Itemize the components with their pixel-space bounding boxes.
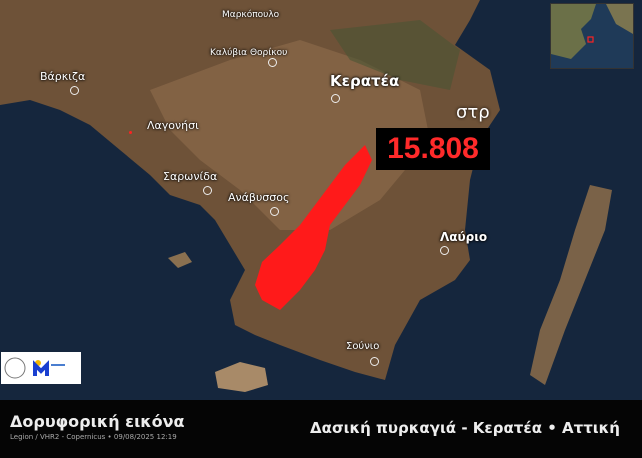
place-label-markopoulo: Μαρκόπουλο [222, 10, 280, 20]
university-seal-icon [4, 357, 26, 379]
locator-inset-map [550, 3, 634, 69]
place-marker-icon [331, 94, 340, 103]
place-marker-icon [268, 58, 277, 67]
footer-credit: Legion / VHR2 - Copernicus • 09/08/2025 … [10, 433, 177, 441]
footer-bar: Δορυφορική εικόνα Legion / VHR2 - Copern… [0, 400, 642, 458]
place-label-varkiza: Βάρκιζα [40, 70, 86, 83]
burned-area-unit: στρ [456, 102, 490, 123]
burned-area-value: 15.808 [376, 128, 490, 170]
small-island [168, 252, 192, 268]
place-label-lavrio: Λαύριο [440, 230, 488, 244]
patroklos-island [215, 362, 268, 392]
place-label-anavyssos: Ανάβυσσος [228, 191, 290, 204]
place-marker-icon [203, 186, 212, 195]
place-marker-icon [440, 246, 449, 255]
place-label-lagonisi: Λαγονήσι [147, 119, 199, 132]
place-label-saronida: Σαρωνίδα [163, 170, 218, 183]
burn-scar [255, 145, 372, 310]
satellite-map [0, 0, 642, 400]
place-marker-icon [370, 357, 379, 366]
place-label-kalyvia: Καλύβια Θορίκου [210, 48, 288, 58]
makronisos-island [530, 185, 612, 385]
place-label-sounio: Σούνιο [346, 341, 380, 352]
place-marker-icon [270, 207, 279, 216]
place-label-keratea: Κερατέα [330, 72, 400, 90]
place-marker-icon [70, 86, 79, 95]
footer-title: Δορυφορική εικόνα [10, 412, 185, 431]
footer-headline: Δασική πυρκαγιά - Κερατέα • Αττική [310, 419, 620, 437]
forest [330, 20, 460, 90]
fire-point-icon [129, 131, 132, 134]
meteo-logo-icon [33, 360, 49, 376]
location-marker-icon [587, 36, 594, 43]
partner-logos [1, 352, 81, 384]
